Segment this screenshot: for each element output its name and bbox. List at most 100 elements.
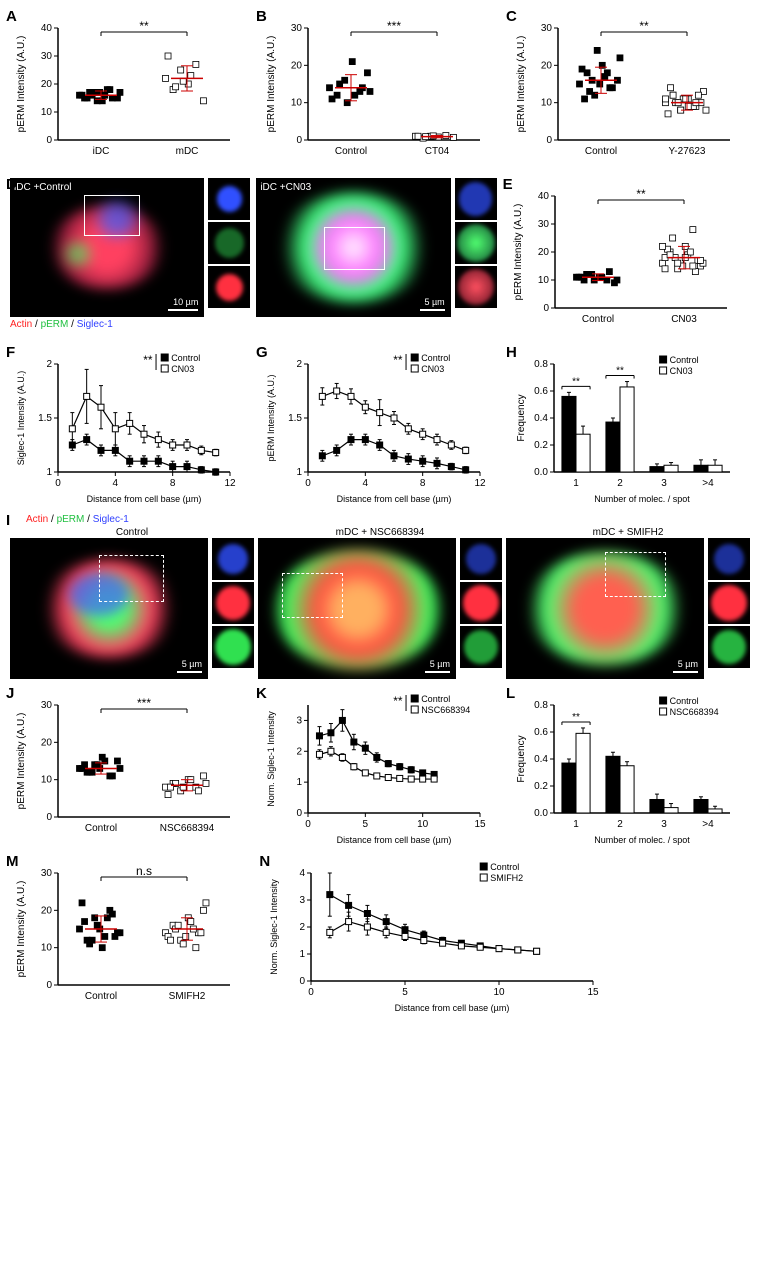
svg-text:Control: Control bbox=[85, 991, 117, 1002]
svg-text:1: 1 bbox=[573, 819, 579, 830]
svg-text:30: 30 bbox=[41, 51, 53, 62]
svg-text:***: *** bbox=[387, 19, 401, 33]
svg-text:20: 20 bbox=[291, 60, 303, 71]
svg-text:**: ** bbox=[143, 353, 153, 367]
svg-text:15: 15 bbox=[474, 819, 486, 830]
panel-E: E 010203040pERM Intensity (A.U.)ControlC… bbox=[507, 178, 750, 338]
svg-text:**: ** bbox=[393, 353, 403, 367]
svg-text:0.2: 0.2 bbox=[534, 440, 548, 451]
svg-text:12: 12 bbox=[474, 478, 486, 489]
svg-text:10: 10 bbox=[41, 943, 53, 954]
svg-text:1: 1 bbox=[296, 778, 302, 789]
svg-text:Control: Control bbox=[421, 353, 450, 363]
svg-text:Number of molec. / spot: Number of molec. / spot bbox=[594, 494, 690, 504]
svg-text:0: 0 bbox=[309, 987, 315, 998]
svg-text:30: 30 bbox=[291, 23, 303, 34]
svg-text:10: 10 bbox=[541, 98, 553, 109]
svg-text:Control: Control bbox=[491, 862, 520, 872]
svg-text:Norm. Siglec-1 Intensity: Norm. Siglec-1 Intensity bbox=[269, 879, 279, 975]
svg-text:CN03: CN03 bbox=[671, 314, 697, 325]
svg-text:10: 10 bbox=[417, 819, 429, 830]
svg-text:**: ** bbox=[393, 694, 403, 708]
svg-text:2: 2 bbox=[617, 819, 623, 830]
svg-text:**: ** bbox=[139, 19, 149, 33]
svg-text:20: 20 bbox=[41, 79, 53, 90]
svg-text:10: 10 bbox=[41, 775, 53, 786]
micro-D2: iDC +CN03 5 µm bbox=[256, 178, 450, 317]
svg-text:Control: Control bbox=[585, 146, 617, 157]
svg-text:1: 1 bbox=[300, 949, 306, 960]
svg-text:0: 0 bbox=[300, 976, 306, 987]
svg-text:2: 2 bbox=[300, 922, 306, 933]
svg-text:30: 30 bbox=[41, 700, 53, 711]
svg-text:4: 4 bbox=[113, 478, 119, 489]
svg-text:0.8: 0.8 bbox=[534, 700, 548, 711]
svg-text:4: 4 bbox=[300, 868, 306, 879]
svg-text:Siglec-1 Intensity (A.U.): Siglec-1 Intensity (A.U.) bbox=[16, 371, 26, 466]
svg-text:0: 0 bbox=[296, 808, 302, 819]
svg-text:NSC668394: NSC668394 bbox=[160, 823, 215, 834]
svg-text:2: 2 bbox=[46, 359, 52, 370]
panel-F: F 11.5204812Siglec-1 Intensity (A.U.)Dis… bbox=[10, 346, 250, 506]
svg-text:30: 30 bbox=[41, 868, 53, 879]
panel-N: N 01234051015Norm. Siglec-1 IntensityDis… bbox=[263, 855, 750, 1015]
svg-text:10: 10 bbox=[41, 107, 53, 118]
svg-text:5: 5 bbox=[403, 987, 409, 998]
inset-col-D1 bbox=[208, 178, 250, 308]
svg-text:2: 2 bbox=[296, 359, 302, 370]
svg-text:0: 0 bbox=[296, 135, 302, 146]
svg-text:Distance from cell base (µm): Distance from cell base (µm) bbox=[337, 835, 452, 845]
svg-text:0: 0 bbox=[55, 478, 61, 489]
panel-A: A 010203040pERM Intensity (A.U.)iDCmDC** bbox=[10, 10, 250, 170]
svg-text:10: 10 bbox=[538, 275, 550, 286]
svg-text:40: 40 bbox=[41, 23, 53, 34]
svg-text:NSC668394: NSC668394 bbox=[670, 707, 719, 717]
svg-text:0: 0 bbox=[46, 135, 52, 146]
svg-text:**: ** bbox=[616, 366, 624, 377]
panel-H: H 0.00.20.40.60.8FrequencyNumber of mole… bbox=[510, 346, 750, 506]
panel-J: J 0102030pERM Intensity (A.U.)ControlNSC… bbox=[10, 687, 250, 847]
svg-text:CT04: CT04 bbox=[425, 146, 450, 157]
svg-text:**: ** bbox=[639, 19, 649, 33]
svg-text:1: 1 bbox=[296, 467, 302, 478]
svg-text:30: 30 bbox=[538, 219, 550, 230]
svg-text:Control: Control bbox=[582, 314, 614, 325]
svg-text:CN03: CN03 bbox=[421, 364, 444, 374]
svg-text:pERM Intensity (A.U.): pERM Intensity (A.U.) bbox=[16, 36, 27, 133]
panel-B: B 0102030pERM Intensity (A.U.)ControlCT0… bbox=[260, 10, 500, 170]
svg-text:CN03: CN03 bbox=[670, 366, 693, 376]
svg-text:20: 20 bbox=[538, 247, 550, 258]
svg-text:0: 0 bbox=[305, 478, 311, 489]
svg-text:Control: Control bbox=[670, 696, 699, 706]
svg-text:**: ** bbox=[572, 712, 580, 723]
svg-text:***: *** bbox=[137, 696, 151, 710]
panel-K: K 0123051015Norm. Siglec-1 IntensityDist… bbox=[260, 687, 500, 847]
svg-text:pERM Intensity (A.U.): pERM Intensity (A.U.) bbox=[266, 36, 277, 133]
svg-text:10: 10 bbox=[291, 98, 303, 109]
panel-D: D iDC +Control 10 µm bbox=[10, 178, 497, 338]
svg-text:0.2: 0.2 bbox=[534, 781, 548, 792]
svg-text:>4: >4 bbox=[702, 819, 714, 830]
svg-text:Number of molec. / spot: Number of molec. / spot bbox=[594, 835, 690, 845]
svg-text:0.0: 0.0 bbox=[534, 808, 548, 819]
svg-text:20: 20 bbox=[41, 738, 53, 749]
svg-text:Frequency: Frequency bbox=[516, 736, 527, 783]
svg-text:Control: Control bbox=[335, 146, 367, 157]
svg-text:pERM Intensity (A.U.): pERM Intensity (A.U.) bbox=[516, 36, 527, 133]
svg-text:CN03: CN03 bbox=[171, 364, 194, 374]
svg-text:1.5: 1.5 bbox=[38, 413, 52, 424]
svg-text:**: ** bbox=[572, 376, 580, 387]
micro-D1: iDC +Control 10 µm bbox=[10, 178, 204, 317]
panel-I: I Actin / pERM / Siglec-1 Control 5 µm bbox=[10, 514, 750, 679]
svg-text:Control: Control bbox=[670, 355, 699, 365]
svg-text:n.s: n.s bbox=[136, 864, 152, 878]
svg-text:3: 3 bbox=[661, 819, 667, 830]
panel-M: M 0102030pERM Intensity (A.U.)ControlSMI… bbox=[10, 855, 253, 1015]
svg-text:Y-27623: Y-27623 bbox=[669, 146, 706, 157]
svg-text:3: 3 bbox=[296, 716, 302, 727]
svg-text:4: 4 bbox=[363, 478, 369, 489]
svg-text:iDC: iDC bbox=[93, 146, 110, 157]
panel-label: A bbox=[6, 8, 17, 25]
svg-text:0: 0 bbox=[46, 812, 52, 823]
panel-L: L 0.00.20.40.60.8FrequencyNumber of mole… bbox=[510, 687, 750, 847]
